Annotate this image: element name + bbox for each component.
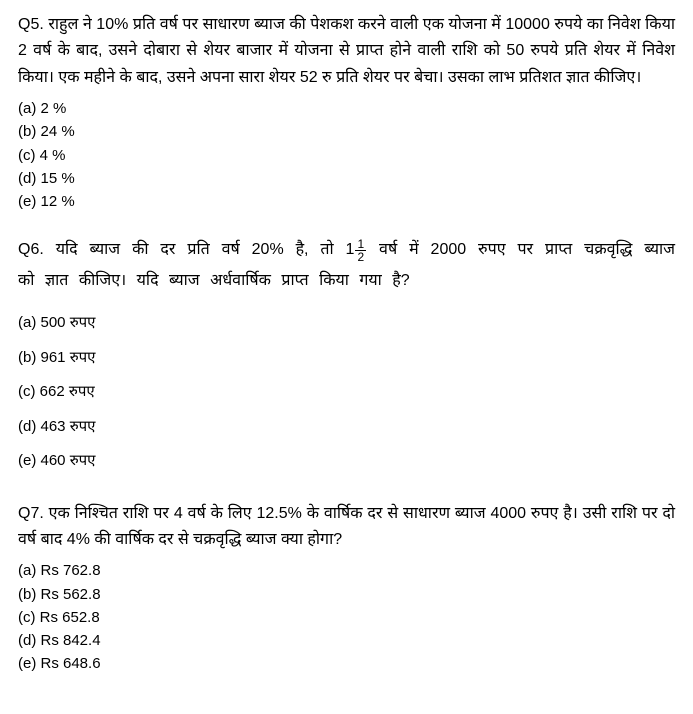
question-7-options: (a) Rs 762.8 (b) Rs 562.8 (c) Rs 652.8 (…: [18, 559, 675, 675]
option-6d: (d) 463 रुपए: [18, 410, 675, 445]
fraction-denominator: 2: [355, 251, 366, 263]
option-7b: (b) Rs 562.8: [18, 583, 675, 606]
question-6-body-before: यदि ब्याज की दर प्रति वर्ष 20% है, तो 1: [56, 241, 355, 258]
fraction-numerator: 1: [355, 238, 366, 251]
question-6-options: (a) 500 रुपए (b) 961 रुपए (c) 662 रुपए (…: [18, 306, 675, 479]
question-5: Q5. राहुल ने 10% प्रति वर्ष पर साधारण ब्…: [18, 12, 675, 213]
question-7-text: Q7. एक निश्चित राशि पर 4 वर्ष के लिए 12.…: [18, 501, 675, 554]
fraction-icon: 12: [355, 238, 366, 263]
option-6c: (c) 662 रुपए: [18, 375, 675, 410]
question-7: Q7. एक निश्चित राशि पर 4 वर्ष के लिए 12.…: [18, 501, 675, 676]
option-5a: (a) 2 %: [18, 97, 675, 120]
option-6a: (a) 500 रुपए: [18, 306, 675, 341]
option-5b: (b) 24 %: [18, 120, 675, 143]
option-6e: (e) 460 रुपए: [18, 444, 675, 479]
option-7e: (e) Rs 648.6: [18, 652, 675, 675]
option-7c: (c) Rs 652.8: [18, 606, 675, 629]
question-7-number: Q7.: [18, 505, 44, 522]
question-6-text: Q6. यदि ब्याज की दर प्रति वर्ष 20% है, त…: [18, 235, 675, 296]
question-6-number: Q6.: [18, 241, 44, 258]
option-5e: (e) 12 %: [18, 190, 675, 213]
option-5d: (d) 15 %: [18, 167, 675, 190]
option-6b: (b) 961 रुपए: [18, 341, 675, 376]
option-7d: (d) Rs 842.4: [18, 629, 675, 652]
question-6: Q6. यदि ब्याज की दर प्रति वर्ष 20% है, त…: [18, 235, 675, 478]
question-5-number: Q5.: [18, 16, 44, 33]
question-7-body: एक निश्चित राशि पर 4 वर्ष के लिए 12.5% क…: [18, 505, 675, 548]
question-5-text: Q5. राहुल ने 10% प्रति वर्ष पर साधारण ब्…: [18, 12, 675, 91]
question-5-options: (a) 2 % (b) 24 % (c) 4 % (d) 15 % (e) 12…: [18, 97, 675, 213]
option-5c: (c) 4 %: [18, 144, 675, 167]
question-5-body: राहुल ने 10% प्रति वर्ष पर साधारण ब्याज …: [18, 16, 675, 86]
option-7a: (a) Rs 762.8: [18, 559, 675, 582]
